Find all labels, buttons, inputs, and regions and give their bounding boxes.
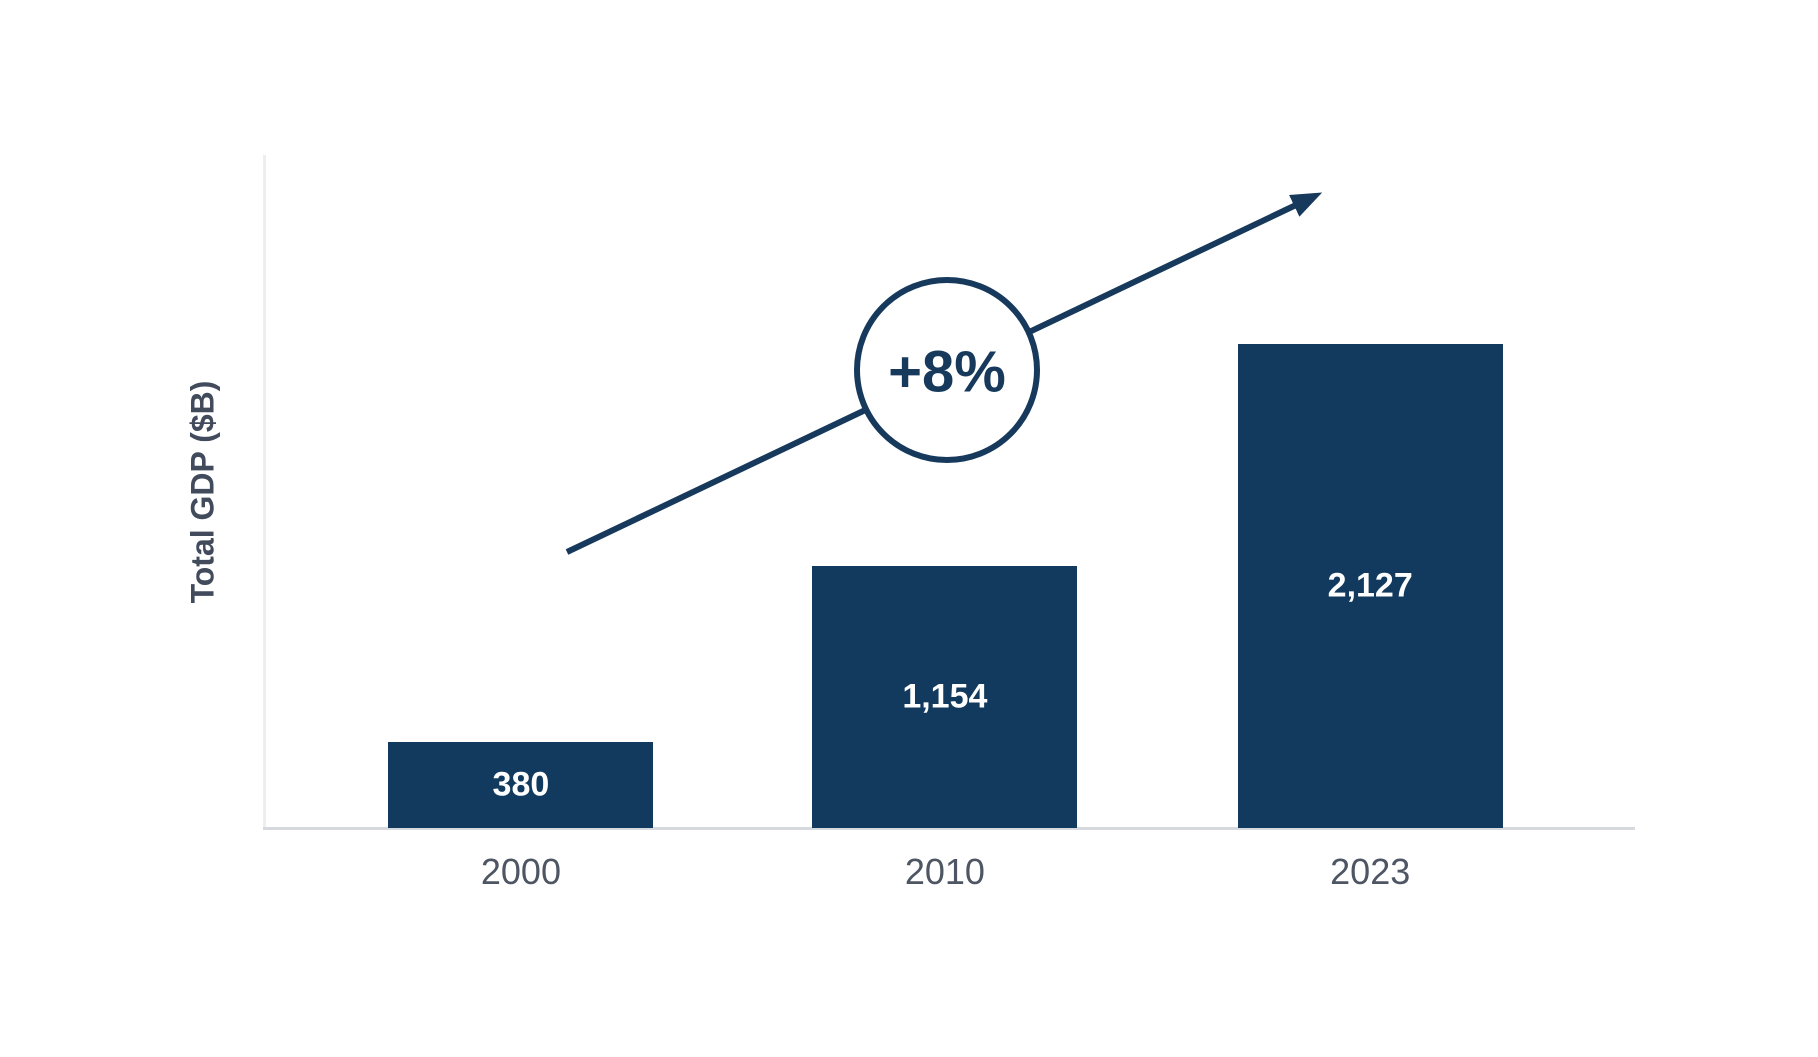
growth-annotation: +8% bbox=[888, 339, 1006, 405]
y-axis-title: Total GDP ($B) bbox=[184, 380, 221, 604]
x-tick-label-2023: 2023 bbox=[1330, 851, 1411, 892]
bar-2023: 2,127 bbox=[1237, 344, 1503, 828]
bar-2000: 380 bbox=[388, 741, 654, 828]
y-axis-line bbox=[263, 155, 266, 828]
x-axis-line bbox=[263, 827, 1635, 830]
plot-area: 380 1,154 2,127 2000 2010 2023 bbox=[263, 155, 1635, 892]
bar-value-label: 1,154 bbox=[902, 677, 988, 716]
bar-2010: 1,154 bbox=[812, 565, 1078, 828]
bar-value-label: 380 bbox=[492, 765, 550, 804]
x-tick-label-2010: 2010 bbox=[904, 851, 985, 892]
bar-value-label: 2,127 bbox=[1327, 566, 1413, 605]
x-tick-label-2000: 2000 bbox=[480, 851, 561, 892]
